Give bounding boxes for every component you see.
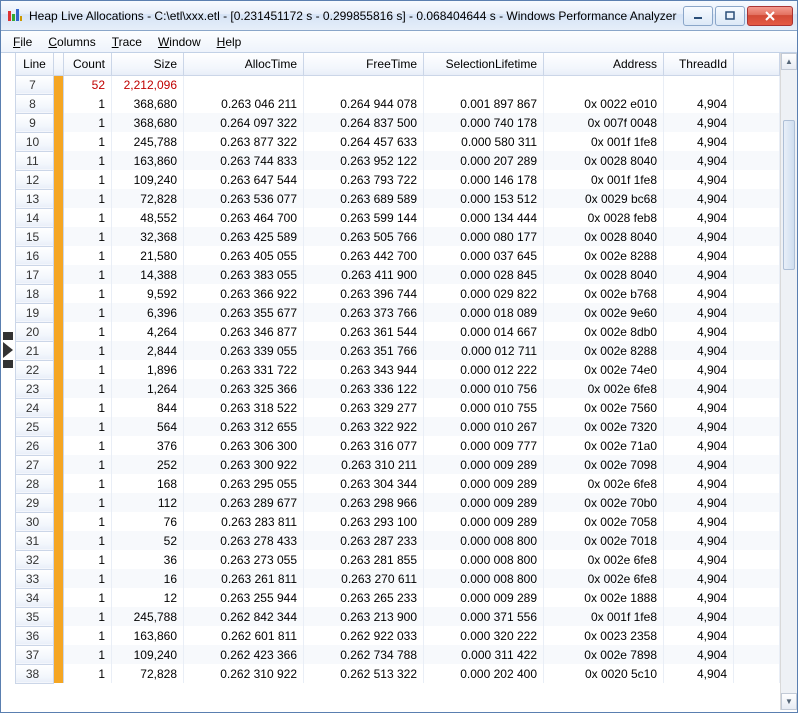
table-row[interactable]: 2418440.263 318 5220.263 329 2770.000 01… — [16, 398, 780, 417]
menu-file[interactable]: File — [5, 33, 40, 51]
table-row[interactable]: 2911120.263 289 6770.263 298 9660.000 00… — [16, 493, 780, 512]
title-bar: Heap Live Allocations - C:\etl\xxx.etl -… — [1, 1, 797, 31]
table-row[interactable]: 1819,5920.263 366 9220.263 396 7440.000 … — [16, 284, 780, 303]
table-row[interactable]: 16121,5800.263 405 0550.263 442 7000.000… — [16, 246, 780, 265]
table-row[interactable]: 7522,212,096 — [16, 75, 780, 94]
table-row[interactable]: 2014,2640.263 346 8770.263 361 5440.000 … — [16, 322, 780, 341]
table-row[interactable]: 371109,2400.262 423 3660.262 734 7880.00… — [16, 645, 780, 664]
row-marker-icon — [1, 332, 15, 368]
col-header-ThreadId[interactable]: ThreadId — [664, 53, 734, 75]
menu-bar: FileColumnsTraceWindowHelp — [1, 31, 797, 53]
table-row[interactable]: 111163,8600.263 744 8330.263 952 1220.00… — [16, 151, 780, 170]
window-controls — [681, 6, 793, 26]
close-button[interactable] — [747, 6, 793, 26]
col-header-stripe[interactable] — [734, 53, 780, 75]
table-row[interactable]: 1916,3960.263 355 6770.263 373 7660.000 … — [16, 303, 780, 322]
col-header-Line[interactable]: Line — [16, 53, 54, 75]
minimize-button[interactable] — [683, 6, 713, 26]
col-header-Address[interactable]: Address — [544, 53, 664, 75]
table-row[interactable]: 361163,8600.262 601 8110.262 922 0330.00… — [16, 626, 780, 645]
scroll-up-button[interactable]: ▲ — [781, 53, 797, 70]
scroll-thumb[interactable] — [783, 120, 795, 270]
table-row[interactable]: 2311,2640.263 325 3660.263 336 1220.000 … — [16, 379, 780, 398]
allocations-table[interactable]: Line CountSizeAllocTimeFreeTimeSelectionL… — [15, 53, 780, 684]
table-row[interactable]: 2811680.263 295 0550.263 304 3440.000 00… — [16, 474, 780, 493]
menu-trace[interactable]: Trace — [104, 33, 150, 51]
maximize-button[interactable] — [715, 6, 745, 26]
grid-area: Line CountSizeAllocTimeFreeTimeSelectionL… — [1, 53, 797, 710]
col-header-Size[interactable]: Size — [112, 53, 184, 75]
table-row[interactable]: 2613760.263 306 3000.263 316 0770.000 00… — [16, 436, 780, 455]
menu-window[interactable]: Window — [150, 33, 209, 51]
table-row[interactable]: 91368,6800.264 097 3220.264 837 5000.000… — [16, 113, 780, 132]
app-icon — [7, 8, 23, 24]
col-header-AllocTime[interactable]: AllocTime — [184, 53, 304, 75]
table-row[interactable]: 321360.263 273 0550.263 281 8550.000 008… — [16, 550, 780, 569]
table-row[interactable]: 101245,7880.263 877 3220.264 457 6330.00… — [16, 132, 780, 151]
table-row[interactable]: 2712520.263 300 9220.263 310 2110.000 00… — [16, 455, 780, 474]
table-row[interactable]: 14148,5520.263 464 7000.263 599 1440.000… — [16, 208, 780, 227]
table-row[interactable]: 81368,6800.263 046 2110.264 944 0780.001… — [16, 94, 780, 113]
vertical-scrollbar[interactable]: ▲ ▼ — [780, 53, 797, 710]
col-header-stripe[interactable] — [54, 53, 64, 75]
table-row[interactable]: 301760.263 283 8110.263 293 1000.000 009… — [16, 512, 780, 531]
menu-help[interactable]: Help — [209, 33, 250, 51]
window-title: Heap Live Allocations - C:\etl\xxx.etl -… — [29, 9, 681, 23]
column-headers[interactable]: Line CountSizeAllocTimeFreeTimeSelectionL… — [16, 53, 780, 75]
table-row[interactable]: 121109,2400.263 647 5440.263 793 7220.00… — [16, 170, 780, 189]
table-row[interactable]: 17114,3880.263 383 0550.263 411 9000.000… — [16, 265, 780, 284]
table-row[interactable]: 331160.263 261 8110.263 270 6110.000 008… — [16, 569, 780, 588]
table-row[interactable]: 351245,7880.262 842 3440.263 213 9000.00… — [16, 607, 780, 626]
col-header-SelectionLifetime[interactable]: SelectionLifetime — [424, 53, 544, 75]
table-row[interactable]: 15132,3680.263 425 5890.263 505 7660.000… — [16, 227, 780, 246]
table-row[interactable]: 2211,8960.263 331 7220.263 343 9440.000 … — [16, 360, 780, 379]
row-gutter — [1, 53, 15, 710]
scroll-down-button[interactable]: ▼ — [781, 693, 797, 710]
col-header-Count[interactable]: Count — [64, 53, 112, 75]
scroll-track[interactable] — [781, 70, 797, 693]
table-row[interactable]: 2515640.263 312 6550.263 322 9220.000 01… — [16, 417, 780, 436]
menu-columns[interactable]: Columns — [40, 33, 103, 51]
table-row[interactable]: 341120.263 255 9440.263 265 2330.000 009… — [16, 588, 780, 607]
table-row[interactable]: 311520.263 278 4330.263 287 2330.000 008… — [16, 531, 780, 550]
table-row[interactable]: 38172,8280.262 310 9220.262 513 3220.000… — [16, 664, 780, 683]
table-row[interactable]: 13172,8280.263 536 0770.263 689 5890.000… — [16, 189, 780, 208]
table-row[interactable]: 2112,8440.263 339 0550.263 351 7660.000 … — [16, 341, 780, 360]
col-header-FreeTime[interactable]: FreeTime — [304, 53, 424, 75]
